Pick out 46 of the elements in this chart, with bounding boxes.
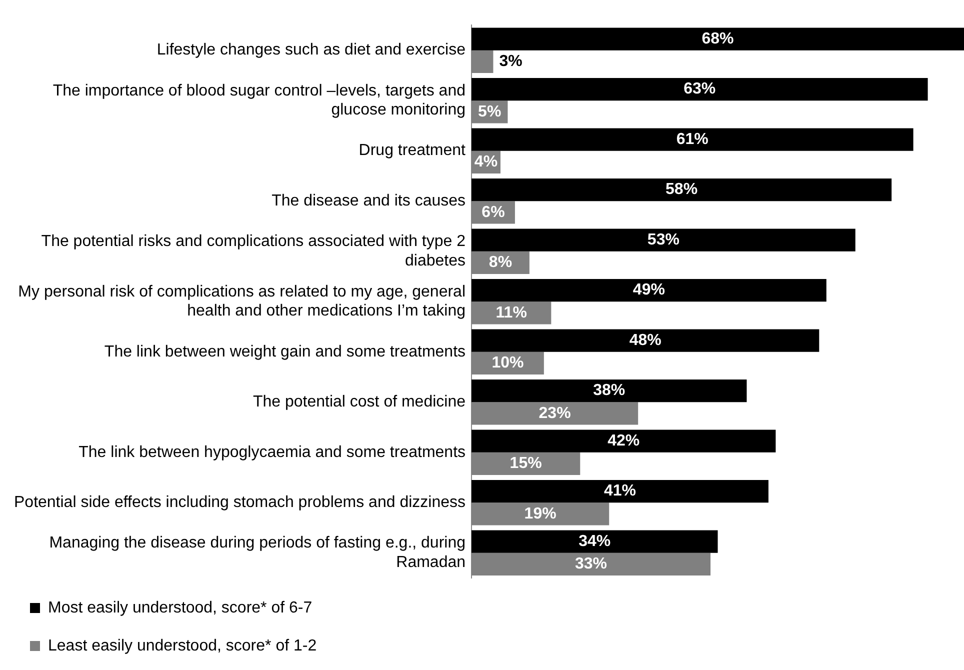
legend-label: Most easily understood, score* of 6-7 [48,599,482,616]
y-tick-label: The importance of blood sugar control –levels, targets and glucose monitoring [52,82,466,119]
data-label: 5% [478,103,502,120]
data-label: 34% [578,532,611,550]
data-label: 4% [474,154,498,171]
y-tick-label: The potential risks and complications associated with type 2 diabetes [41,233,466,270]
data-label: 38% [593,382,626,400]
data-label: 19% [524,505,556,522]
data-label: 23% [538,404,571,422]
y-tick-label: Potential side effects including stomach problems and dizziness [14,494,466,512]
y-tick-label: The link between hypoglycaemia and some treatments [78,444,466,461]
bar [472,430,776,452]
bar [472,178,892,202]
data-label: 68% [702,30,734,48]
bar [472,78,928,101]
y-tick-label: The disease and its causes [272,192,466,210]
data-label: 41% [604,482,636,500]
y-tick-label: Managing the disease during periods of fasting e.g., during Ramadan [49,534,466,571]
bar [472,379,747,402]
data-label: 61% [676,130,708,148]
data-label: 49% [632,282,665,299]
data-label: 3% [499,53,522,70]
data-label: 42% [608,432,640,450]
bar [472,228,856,252]
data-label: 15% [510,455,542,472]
data-label: 53% [647,231,680,248]
data-label: 11% [496,304,527,322]
bar [472,28,964,50]
bar [472,128,914,151]
data-label: 63% [684,80,716,98]
data-label: 58% [666,181,698,198]
legend-label: Least easily understood, score* of 1-2 [48,637,486,654]
y-tick-label: Drug treatment [358,142,466,160]
bar [472,480,768,503]
data-label: 10% [492,354,524,372]
bar [472,329,820,352]
bar [472,530,718,553]
y-tick-label: The potential cost of medicine [252,394,466,411]
y-tick-label: My personal risk of complications as related to my age, general health and other medications I’m taking [18,283,466,320]
bar [472,278,826,302]
y-tick-label: The link between weight gain and some treatments [104,343,466,360]
data-label: 6% [482,204,505,221]
y-tick-label: Lifestyle changes such as diet and exercise [156,42,466,59]
data-label: 33% [574,556,608,573]
data-label: 8% [488,254,512,272]
data-label: 48% [629,332,662,349]
